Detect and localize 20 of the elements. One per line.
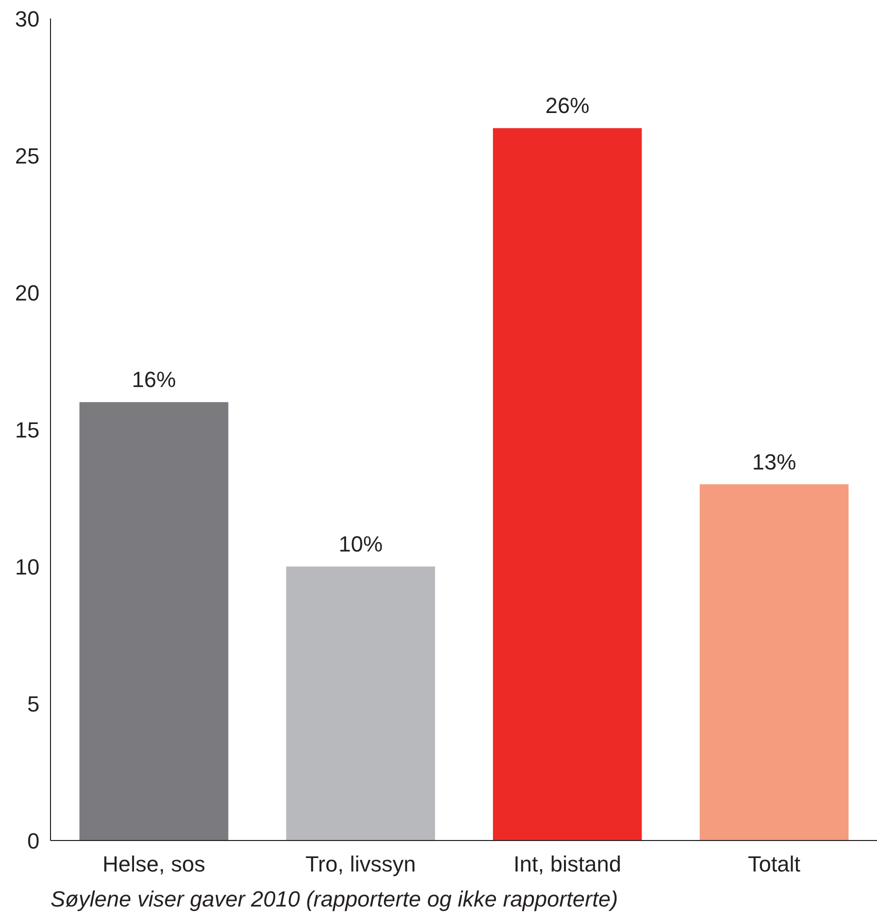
y-tick-label: 10: [15, 554, 40, 580]
data-label: 26%: [545, 93, 590, 118]
data-label: 13%: [752, 449, 796, 474]
text: Søylene viser gaver 2010 (rapporterte og ikke rapporterte): [50, 886, 618, 912]
y-tick-label: 15: [15, 418, 40, 442]
x-tick-label: Tro, livssyn: [305, 852, 416, 876]
data-label: 16%: [132, 367, 176, 392]
y-tick-label: 5: [27, 692, 40, 716]
bar: [492, 128, 642, 840]
bar: [286, 566, 436, 840]
y-tick-label: 20: [15, 280, 40, 306]
x-tick-label: Int, bistand: [514, 852, 622, 876]
y-tick-label: 30: [15, 6, 40, 32]
bar: [79, 402, 228, 840]
x-tick-label: Helse, sos: [102, 852, 206, 876]
y-tick-label: 25: [15, 144, 40, 168]
x-tick-label: Totalt: [748, 852, 800, 876]
y-tick-label: 0: [27, 828, 40, 854]
bar: [700, 484, 849, 840]
data-label: 10%: [338, 532, 383, 556]
